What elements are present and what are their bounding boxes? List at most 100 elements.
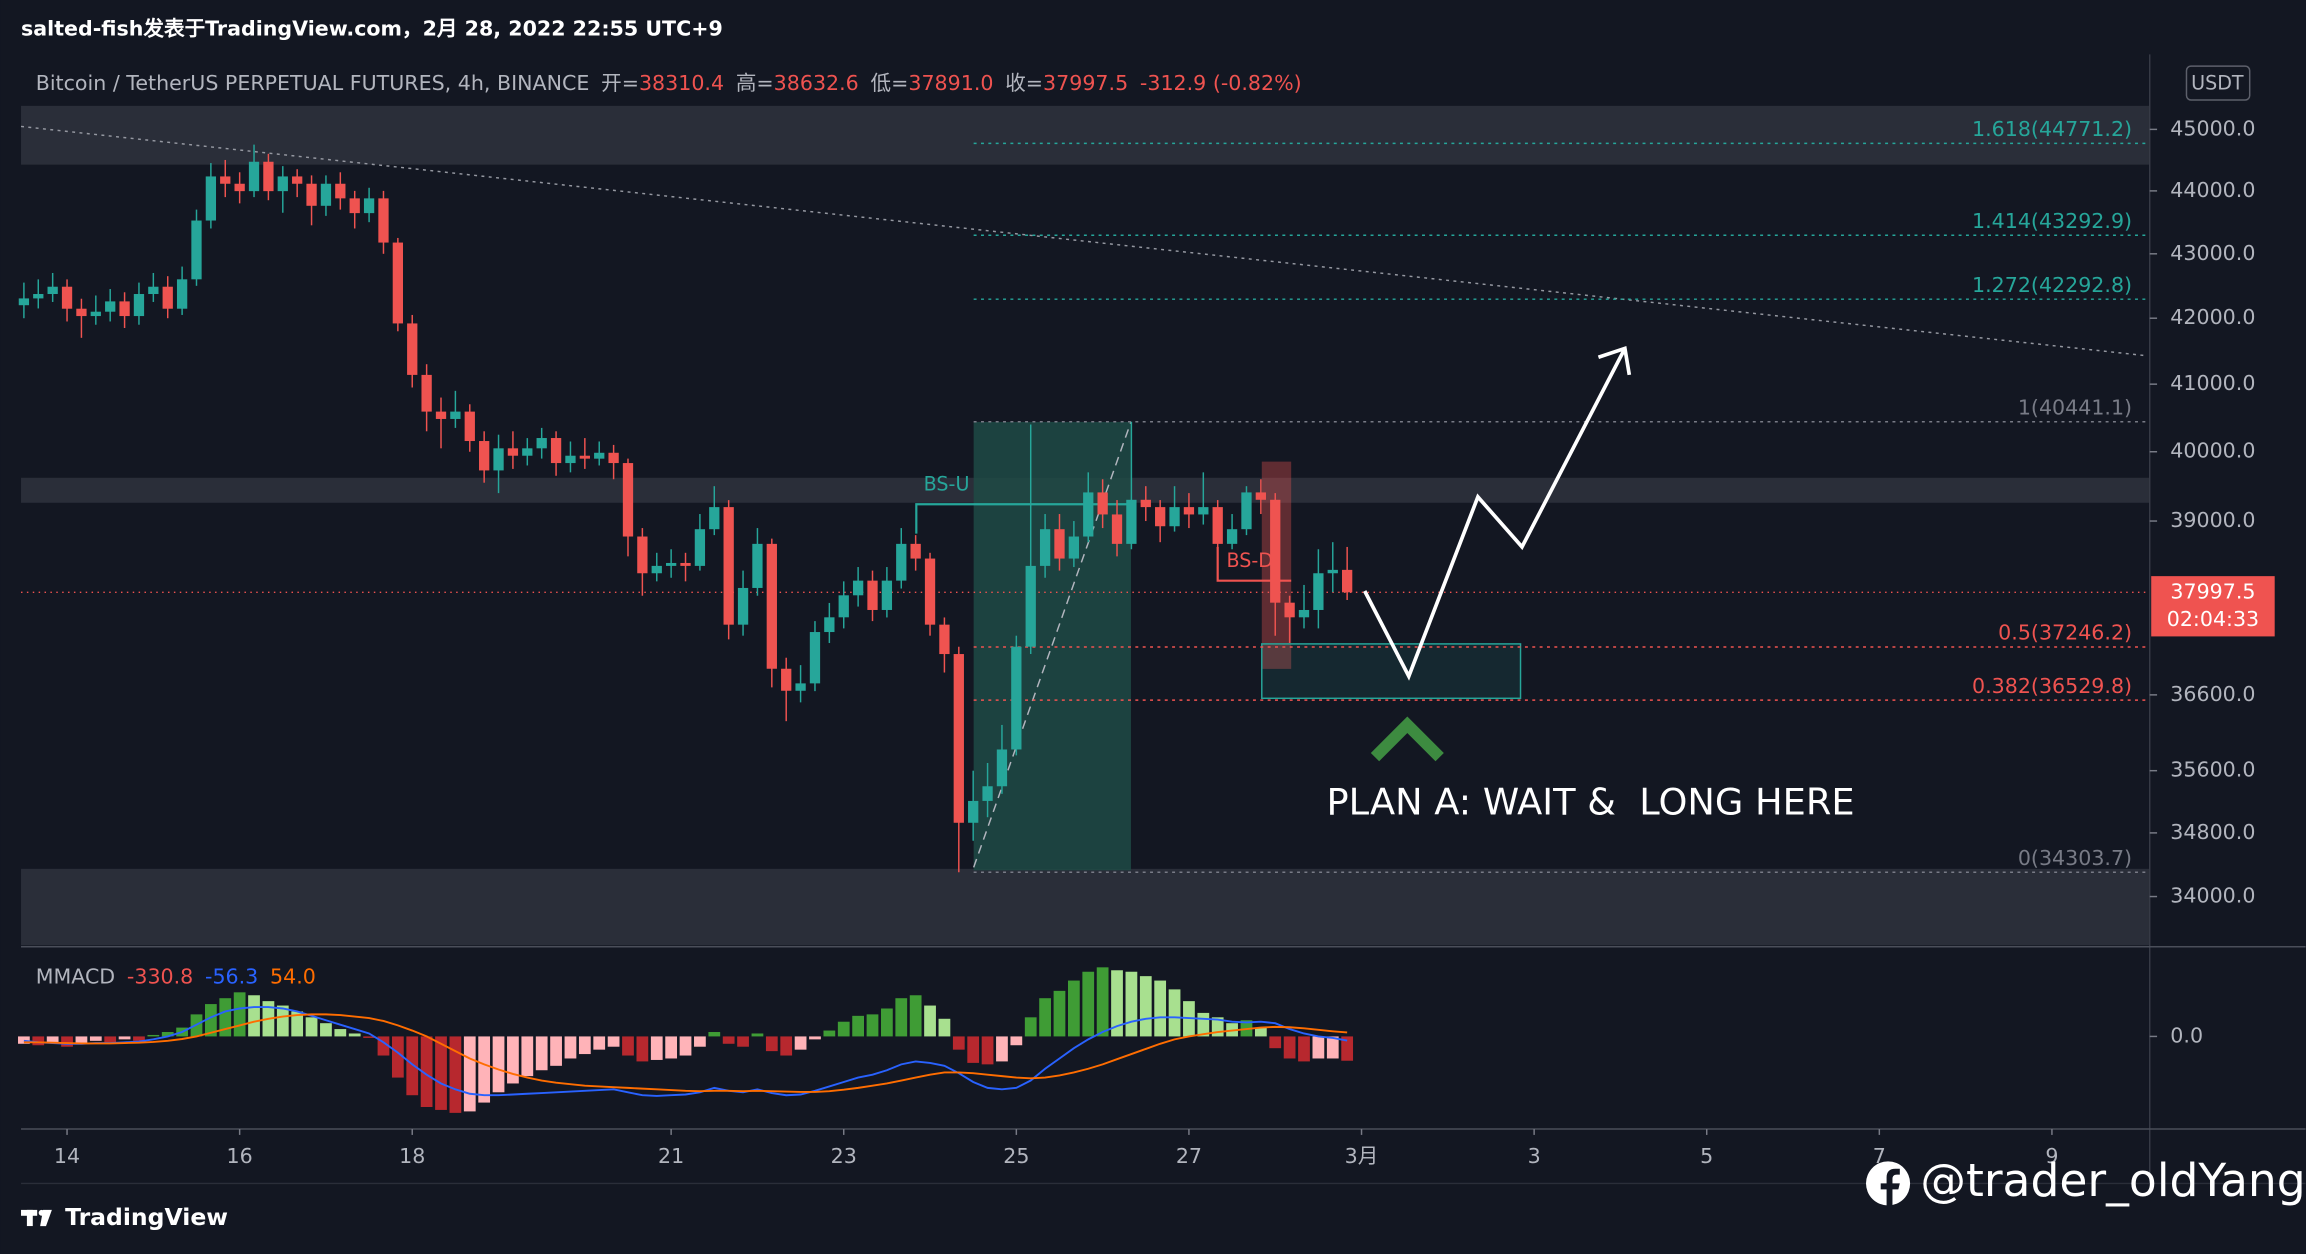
candle-body	[752, 543, 763, 588]
ohlc-label: 低=	[871, 71, 909, 95]
candle-body	[263, 161, 274, 192]
x-tick-label: 3	[1528, 1144, 1541, 1168]
zone	[21, 868, 2150, 946]
candle-body	[1169, 507, 1180, 527]
macd-line	[23, 1013, 1348, 1093]
histogram-bar	[435, 1036, 447, 1110]
attribution: salted-fish发表于TradingView.com，2月 28, 202…	[21, 16, 723, 40]
histogram-bar	[1111, 970, 1123, 1037]
candle-body	[550, 438, 562, 464]
histogram-bar	[737, 1036, 749, 1047]
candles-layer	[18, 144, 1354, 1113]
candle-body	[795, 683, 806, 691]
countdown: 02:04:33	[2167, 607, 2259, 631]
histogram-bar	[1197, 1012, 1210, 1037]
arrow-head	[1597, 345, 1632, 376]
histogram-bar	[219, 998, 232, 1037]
candle-body	[1212, 507, 1223, 544]
fib-label: 1(40441.1)	[2018, 395, 2132, 419]
histogram-bar	[348, 1033, 361, 1037]
histogram-bar	[89, 1036, 102, 1041]
x-tick-label: 25	[1003, 1144, 1029, 1168]
candle-body	[852, 580, 864, 596]
candle-body	[162, 286, 173, 309]
histogram-bar	[722, 1036, 735, 1044]
candle-body	[320, 183, 332, 206]
histogram-bar	[147, 1034, 160, 1037]
candle-body	[1198, 507, 1209, 515]
histogram-bar	[881, 1008, 893, 1037]
histogram-bar	[1312, 1036, 1325, 1059]
x-tick-label: 16	[227, 1144, 253, 1168]
candle-body	[968, 800, 979, 823]
histogram-bar	[478, 1036, 491, 1103]
histogram-bar	[593, 1036, 606, 1050]
histogram-bar	[550, 1036, 562, 1066]
currency-box	[2185, 65, 2251, 101]
candle-body	[522, 448, 533, 456]
candle-body	[277, 176, 288, 192]
histogram-bar	[507, 1036, 519, 1084]
candle-body	[191, 220, 202, 280]
histogram-bar	[924, 1005, 936, 1037]
fib-base-line	[972, 421, 1132, 868]
candle-body	[335, 183, 346, 199]
candle-body	[407, 323, 418, 375]
bs-u-line	[915, 503, 1131, 534]
histogram-bar	[276, 1005, 289, 1037]
candle-body	[1270, 499, 1281, 603]
candle-body	[924, 558, 936, 625]
candle-body	[105, 301, 116, 312]
trendline	[20, 125, 2147, 357]
histogram-bar	[809, 1036, 821, 1040]
histogram-bar	[607, 1036, 620, 1047]
currency: USDT	[2191, 71, 2244, 94]
candle-body	[1011, 646, 1022, 750]
histogram-bar	[320, 1023, 332, 1037]
y-tick-label: 42000.0	[2170, 305, 2255, 329]
ohlc-value: 38310.4	[639, 71, 724, 95]
histogram-bar	[1168, 989, 1181, 1037]
histogram-bar	[291, 1011, 304, 1037]
candle-body	[220, 176, 231, 184]
candle-body	[493, 448, 504, 471]
histogram-bar	[952, 1036, 965, 1050]
candle-body	[1083, 492, 1094, 537]
y-tick-label: 36600.0	[2170, 682, 2255, 706]
histogram-bar	[61, 1036, 73, 1047]
histogram-bar	[75, 1036, 88, 1044]
ohlc-label: 开=	[601, 71, 639, 95]
macd-legend: MMACD -330.8 -56.3 54.0	[36, 965, 316, 989]
candle-body	[1068, 536, 1080, 559]
zone	[21, 105, 2150, 165]
histogram-bar	[1139, 976, 1152, 1037]
ohlc-label: 高=	[736, 71, 774, 95]
histogram-bar	[1298, 1036, 1310, 1062]
histogram-bar	[1053, 990, 1066, 1037]
candle-body	[1126, 499, 1137, 544]
candle-body	[18, 298, 30, 306]
fib-label: 1.272(42292.8)	[1972, 273, 2132, 297]
candle-body	[378, 198, 389, 243]
candle-body	[953, 654, 964, 823]
histogram-bar	[622, 1036, 634, 1056]
histogram-bar	[391, 1036, 404, 1078]
candle-body	[939, 624, 950, 655]
histogram-bar	[636, 1036, 649, 1062]
histogram-bar	[694, 1036, 706, 1047]
histogram-bar	[32, 1036, 45, 1046]
ohlc-value: 37997.5	[1043, 71, 1128, 95]
bs-d-line	[1216, 546, 1292, 582]
bs-d-label: BS-D	[1227, 549, 1274, 572]
histogram-bar	[1211, 1017, 1224, 1037]
last-price: 37997.5	[2170, 579, 2255, 603]
candle-body	[392, 242, 404, 324]
last-price-tag	[2151, 576, 2275, 637]
y-tick-label: 40000.0	[2170, 439, 2255, 463]
candle-body	[33, 294, 44, 299]
ohlc-label: 收=	[1005, 71, 1043, 95]
x-tick-label: 18	[399, 1144, 425, 1168]
histogram-bar	[204, 1004, 217, 1037]
y-tick-label: 34800.0	[2170, 820, 2255, 844]
